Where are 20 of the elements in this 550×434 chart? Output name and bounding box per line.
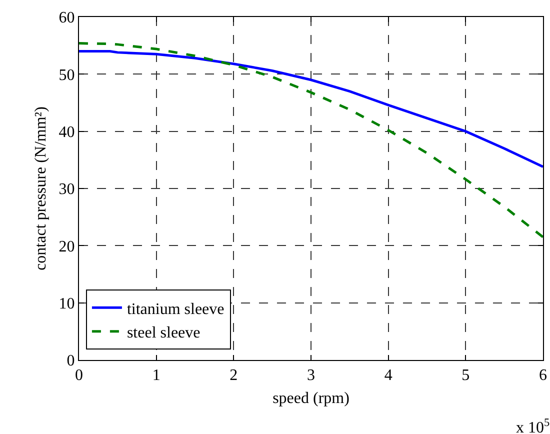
legend-label: steel sleeve: [126, 324, 200, 342]
x-axis-title: speed (rpm): [272, 390, 350, 407]
line-series: [79, 42, 543, 238]
y-tick-label: 30: [58, 181, 75, 198]
x-tick-label: 4: [384, 367, 392, 384]
text: x 10$^{5}$: [516, 417, 550, 434]
y-tick-label: 0: [66, 352, 75, 370]
x-tick-label: 5: [462, 367, 470, 384]
y-tick-label: 10: [58, 295, 75, 312]
x-tick-label: 2: [230, 367, 238, 384]
y-tick-label: 20: [58, 238, 75, 256]
line-series: [79, 50, 543, 168]
y-tick-label: 50: [58, 66, 75, 84]
x-tick-label: 3: [307, 367, 315, 384]
x-tick-label: 6: [539, 367, 547, 384]
y-axis-title: contact pressure (N/mm²): [32, 106, 50, 270]
legend-label: titanium sleeve: [126, 300, 224, 318]
y-tick-label: 40: [58, 124, 75, 141]
x-tick-label: 1: [152, 367, 160, 384]
y-tick-label: 60: [58, 10, 75, 27]
